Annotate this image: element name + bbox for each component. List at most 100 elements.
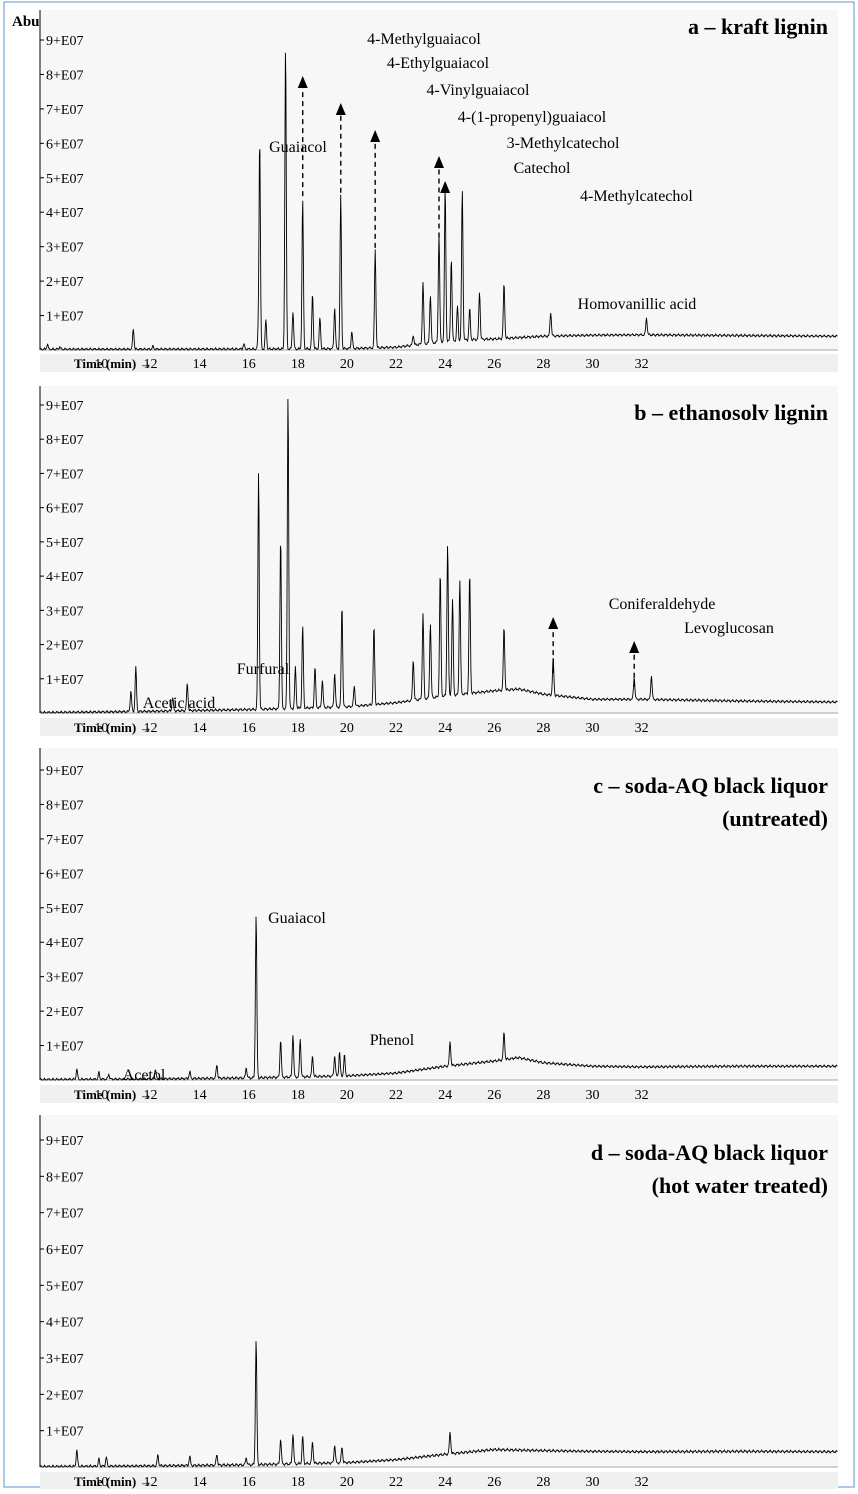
x-tick-label: 24	[438, 1475, 452, 1489]
x-tick-label: 26	[487, 1088, 501, 1103]
y-tick-label: 3+E07	[46, 604, 83, 619]
x-tick-label: 12	[143, 357, 157, 372]
x-tick-label: 18	[291, 1088, 305, 1103]
panel-4-subtitle: (hot water treated)	[652, 1173, 828, 1198]
x-tick-label: 10	[94, 721, 108, 736]
x-tick-label: 14	[193, 1088, 207, 1103]
y-tick-label: 6+E07	[46, 867, 83, 882]
panel-4-title: d – soda-AQ black liquor	[591, 1140, 828, 1165]
x-tick-label: 20	[340, 357, 354, 372]
y-tick-label: 8+E07	[46, 68, 83, 83]
panel-1-trace	[39, 52, 838, 352]
y-tick-label: 2+E07	[46, 1005, 83, 1020]
peak-label: 4-(1-propenyl)guaiacol	[458, 109, 607, 126]
x-axis-label: Time (min) →	[74, 1087, 152, 1102]
peak-label: 4-Vinylguaiacol	[426, 82, 530, 99]
x-tick-label: 22	[389, 1088, 403, 1103]
peak-label: 3-Methylcatechol	[507, 135, 620, 152]
y-tick-label: 5+E07	[46, 172, 83, 187]
x-tick-label: 24	[438, 721, 452, 736]
x-tick-label: 26	[487, 721, 501, 736]
panel-3-plot-area	[40, 748, 838, 1080]
panel-4-x-axis-band	[40, 1472, 838, 1490]
panel-2-title: b – ethanosolv lignin	[634, 400, 828, 425]
panel-3-subtitle: (untreated)	[722, 806, 828, 831]
x-tick-label: 30	[585, 1475, 599, 1489]
x-tick-label: 12	[143, 1475, 157, 1489]
x-tick-label: 30	[585, 1088, 599, 1103]
x-tick-label: 16	[242, 721, 256, 736]
x-tick-label: 22	[389, 357, 403, 372]
y-tick-label: 4+E07	[46, 936, 83, 951]
peak-label: Guaiacol	[269, 139, 327, 156]
x-tick-label: 24	[438, 357, 452, 372]
x-axis-label: Time (min) →	[74, 1474, 152, 1489]
x-tick-label: 28	[536, 357, 550, 372]
y-tick-label: 8+E07	[46, 798, 83, 813]
y-tick-label: 7+E07	[46, 467, 83, 482]
x-tick-label: 22	[389, 721, 403, 736]
y-tick-label: 1+E07	[46, 1040, 83, 1055]
peak-label: 4-Methylguaiacol	[367, 31, 481, 48]
y-tick-label: 2+E07	[46, 639, 83, 654]
x-tick-label: 18	[291, 1475, 305, 1489]
panel-3-x-axis-band	[40, 1085, 838, 1103]
x-tick-label: 32	[635, 721, 649, 736]
x-tick-label: 16	[242, 1088, 256, 1103]
y-tick-label: 7+E07	[46, 1207, 83, 1222]
x-tick-label: 30	[585, 721, 599, 736]
y-tick-label: 7+E07	[46, 833, 83, 848]
y-tick-label: 3+E07	[46, 241, 83, 256]
x-tick-label: 20	[340, 1088, 354, 1103]
y-tick-label: 6+E07	[46, 137, 83, 152]
panel-2-trace	[39, 398, 838, 714]
peak-label: Homovanillic acid	[578, 296, 697, 313]
y-tick-label: 2+E07	[46, 1388, 83, 1403]
x-tick-label: 32	[635, 357, 649, 372]
panel-4-trace	[39, 1341, 838, 1468]
x-tick-label: 28	[536, 721, 550, 736]
peak-label: Furfural	[237, 661, 290, 678]
x-tick-label: 28	[536, 1475, 550, 1489]
y-tick-label: 3+E07	[46, 971, 83, 986]
panel-4-plot-area	[40, 1115, 838, 1467]
x-tick-label: 10	[94, 1475, 108, 1489]
x-tick-label: 10	[94, 357, 108, 372]
x-tick-label: 22	[389, 1475, 403, 1489]
y-tick-label: 4+E07	[46, 1316, 83, 1331]
x-tick-label: 26	[487, 1475, 501, 1489]
x-tick-label: 10	[94, 1088, 108, 1103]
peak-label: Catechol	[514, 160, 571, 177]
y-tick-label: 6+E07	[46, 502, 83, 517]
y-tick-label: 6+E07	[46, 1243, 83, 1258]
peak-label: Acetol	[123, 1067, 166, 1084]
y-tick-label: 8+E07	[46, 433, 83, 448]
peak-label: Guaiacol	[268, 910, 326, 927]
peak-label: Phenol	[370, 1032, 415, 1049]
x-tick-label: 20	[340, 721, 354, 736]
x-tick-label: 18	[291, 721, 305, 736]
x-axis-label: Time (min) →	[74, 356, 152, 371]
peak-label: 4-Methylcatechol	[580, 188, 693, 205]
y-tick-label: 8+E07	[46, 1170, 83, 1185]
annotation-arrow-head	[629, 641, 640, 653]
y-tick-label: 4+E07	[46, 570, 83, 585]
panel-3-trace	[39, 916, 838, 1081]
y-tick-label: 2+E07	[46, 275, 83, 290]
x-tick-label: 16	[242, 1475, 256, 1489]
y-tick-label: 1+E07	[46, 310, 83, 325]
panel-2-x-axis-band	[40, 718, 838, 736]
x-tick-label: 24	[438, 1088, 452, 1103]
x-tick-label: 16	[242, 357, 256, 372]
x-tick-label: 30	[585, 357, 599, 372]
peak-label: Coniferaldehyde	[609, 596, 716, 613]
y-tick-label: 1+E07	[46, 673, 83, 688]
panel-1-x-axis-band	[40, 354, 838, 372]
x-tick-label: 32	[635, 1088, 649, 1103]
y-tick-label: 5+E07	[46, 1279, 83, 1294]
x-tick-label: 14	[193, 1475, 207, 1489]
y-tick-label: 9+E07	[46, 1134, 83, 1149]
x-tick-label: 12	[143, 721, 157, 736]
y-tick-label: 9+E07	[46, 764, 83, 779]
